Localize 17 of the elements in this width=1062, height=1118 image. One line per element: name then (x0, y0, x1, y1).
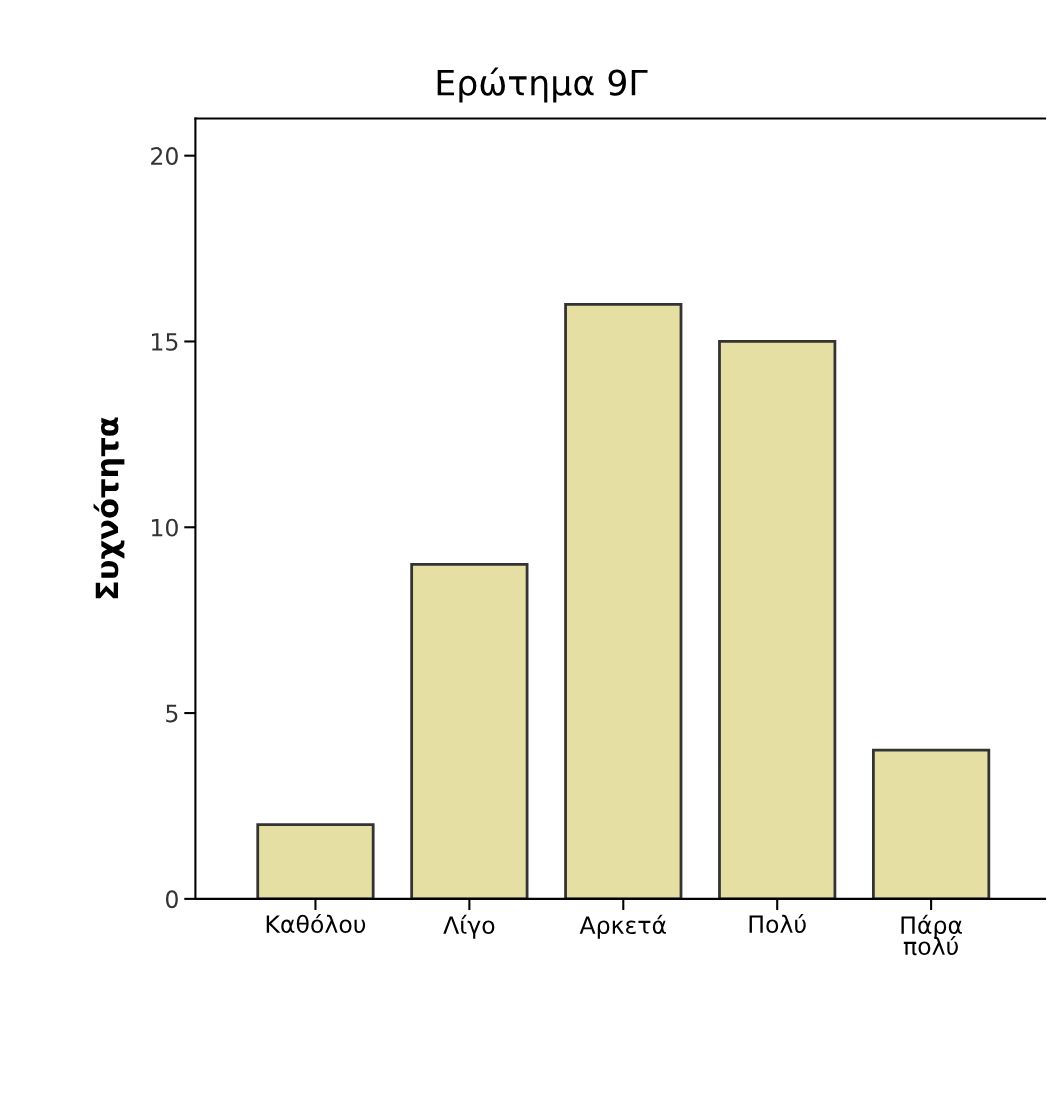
y-tick-label: 10 (151, 518, 178, 537)
bar (410, 563, 529, 899)
x-tick-label: Καθόλου (266, 913, 366, 934)
x-tick-label: Πάρα πολύ (901, 914, 962, 956)
y-tick-label: 0 (165, 890, 178, 909)
bar (256, 823, 375, 899)
y-axis-title: Συχνότητα (93, 417, 125, 599)
y-tick-label: 15 (151, 333, 178, 351)
y-tick-label: 20 (151, 147, 178, 165)
x-tick-label: Πολύ (749, 913, 806, 934)
bar (872, 748, 991, 899)
bar (718, 340, 837, 899)
x-tick-label: Αρκετά (579, 914, 666, 939)
chart-title: Ερώτημα 9Γ (437, 67, 648, 103)
y-tick-label: 5 (166, 704, 178, 723)
bar (564, 302, 683, 899)
x-tick-label: Λίγο (443, 914, 495, 939)
